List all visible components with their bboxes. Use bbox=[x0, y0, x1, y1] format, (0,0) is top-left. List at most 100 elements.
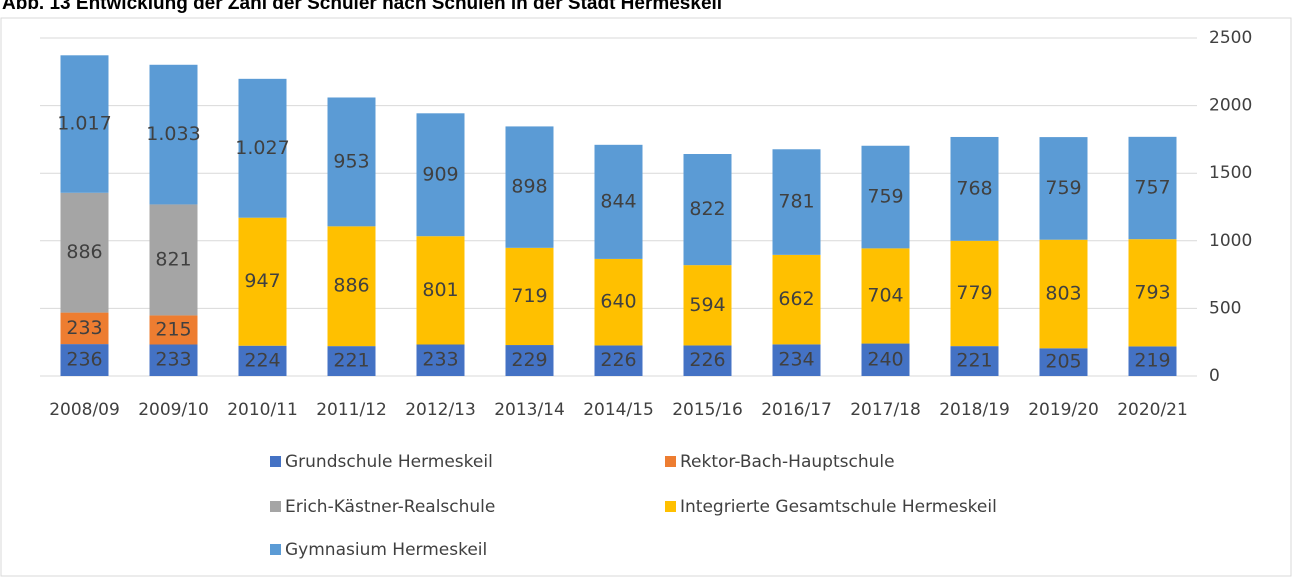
bar-segment bbox=[505, 247, 554, 346]
bar-segment bbox=[149, 315, 198, 345]
bar-segment bbox=[416, 113, 465, 237]
data-label: 801 bbox=[422, 279, 458, 301]
legend-swatch bbox=[665, 501, 676, 512]
bar-segment bbox=[950, 136, 999, 241]
data-label: 886 bbox=[66, 241, 102, 263]
bar-segment bbox=[149, 204, 198, 316]
data-label: 640 bbox=[600, 291, 636, 313]
data-label: 759 bbox=[1045, 177, 1081, 199]
x-tick-label: 2009/10 bbox=[138, 400, 209, 420]
bar-segment bbox=[772, 149, 821, 255]
data-label: 704 bbox=[867, 284, 903, 306]
legend-label: Gymnasium Hermeskeil bbox=[285, 540, 487, 560]
bar-segment bbox=[238, 345, 287, 376]
y-tick-label: 2500 bbox=[1209, 28, 1252, 48]
data-label: 1.027 bbox=[235, 137, 289, 159]
data-label: 221 bbox=[333, 350, 369, 372]
legend-label: Integrierte Gesamtschule Hermeskeil bbox=[680, 497, 997, 517]
data-label: 779 bbox=[956, 282, 992, 304]
bar-segment bbox=[1039, 348, 1088, 376]
bar-segment bbox=[327, 97, 376, 227]
bar-segment bbox=[594, 345, 643, 376]
bar-segment bbox=[772, 254, 821, 345]
data-label: 233 bbox=[66, 317, 102, 339]
bar-segment bbox=[60, 192, 109, 313]
x-tick-label: 2015/16 bbox=[672, 400, 743, 420]
legend-swatch bbox=[270, 501, 281, 512]
legend-label: Rektor-Bach-Hauptschule bbox=[680, 452, 895, 472]
data-label: 953 bbox=[333, 150, 369, 172]
data-label: 219 bbox=[1134, 350, 1170, 372]
x-tick-label: 2012/13 bbox=[405, 400, 476, 420]
data-label: 821 bbox=[155, 248, 191, 270]
x-tick-label: 2010/11 bbox=[227, 400, 298, 420]
bar-segment bbox=[594, 144, 643, 259]
bar-segment bbox=[683, 154, 732, 266]
data-label: 768 bbox=[956, 177, 992, 199]
bar-segment bbox=[327, 346, 376, 376]
bar-segment bbox=[60, 344, 109, 376]
data-label: 233 bbox=[422, 349, 458, 371]
data-label: 844 bbox=[600, 190, 636, 212]
data-label: 781 bbox=[778, 191, 814, 213]
data-label: 224 bbox=[244, 349, 280, 371]
data-label: 234 bbox=[778, 349, 814, 371]
x-tick-label: 2013/14 bbox=[494, 400, 565, 420]
bar-segment bbox=[861, 248, 910, 344]
bar-segment bbox=[950, 346, 999, 376]
x-tick-label: 2011/12 bbox=[316, 400, 387, 420]
bar-segment bbox=[327, 226, 376, 347]
y-tick-label: 1000 bbox=[1209, 231, 1252, 251]
legend-swatch bbox=[270, 456, 281, 467]
bar-segment bbox=[1128, 136, 1177, 240]
bar-segment bbox=[238, 217, 287, 346]
data-label: 947 bbox=[244, 270, 280, 292]
bar-segment bbox=[149, 344, 198, 376]
data-label: 662 bbox=[778, 288, 814, 310]
bar-segment bbox=[149, 64, 198, 205]
chart-title: Abb. 13 Entwicklung der Zahl der Schüler… bbox=[2, 0, 722, 14]
bar-segment bbox=[1128, 346, 1177, 376]
bar-segment bbox=[861, 343, 910, 376]
data-label: 215 bbox=[155, 318, 191, 340]
x-tick-label: 2008/09 bbox=[49, 400, 120, 420]
legend-swatch bbox=[270, 544, 281, 555]
y-tick-label: 500 bbox=[1209, 298, 1241, 318]
bar-segment bbox=[505, 345, 554, 376]
bar-segment bbox=[1039, 137, 1088, 240]
data-label: 886 bbox=[333, 275, 369, 297]
data-label: 226 bbox=[600, 349, 636, 371]
data-label: 594 bbox=[689, 294, 725, 316]
bar-segment bbox=[861, 145, 910, 249]
bar-segment bbox=[1039, 239, 1088, 349]
data-label: 793 bbox=[1134, 281, 1170, 303]
y-tick-label: 0 bbox=[1209, 366, 1220, 386]
data-label: 240 bbox=[867, 348, 903, 370]
bar-segment bbox=[772, 344, 821, 376]
data-label: 759 bbox=[867, 186, 903, 208]
bar-segment bbox=[594, 258, 643, 346]
data-label: 229 bbox=[511, 349, 547, 371]
bar-segment bbox=[1128, 239, 1177, 347]
data-label: 226 bbox=[689, 349, 725, 371]
bar-segment bbox=[60, 55, 109, 193]
x-tick-label: 2019/20 bbox=[1028, 400, 1099, 420]
data-label: 221 bbox=[956, 350, 992, 372]
data-label: 236 bbox=[66, 349, 102, 371]
data-label: 1.033 bbox=[146, 123, 200, 145]
x-tick-label: 2014/15 bbox=[583, 400, 654, 420]
x-tick-label: 2017/18 bbox=[850, 400, 921, 420]
legend-label: Erich-Kästner-Realschule bbox=[285, 497, 495, 517]
data-label: 822 bbox=[689, 198, 725, 220]
x-tick-label: 2020/21 bbox=[1117, 400, 1188, 420]
bar-segment bbox=[416, 344, 465, 376]
bar-segment bbox=[416, 236, 465, 345]
data-label: 719 bbox=[511, 285, 547, 307]
data-label: 909 bbox=[422, 163, 458, 185]
data-label: 205 bbox=[1045, 351, 1081, 373]
bar-segment bbox=[683, 265, 732, 346]
chart-border bbox=[0, 17, 1292, 577]
y-tick-label: 1500 bbox=[1209, 163, 1252, 183]
bar-segment bbox=[683, 345, 732, 376]
